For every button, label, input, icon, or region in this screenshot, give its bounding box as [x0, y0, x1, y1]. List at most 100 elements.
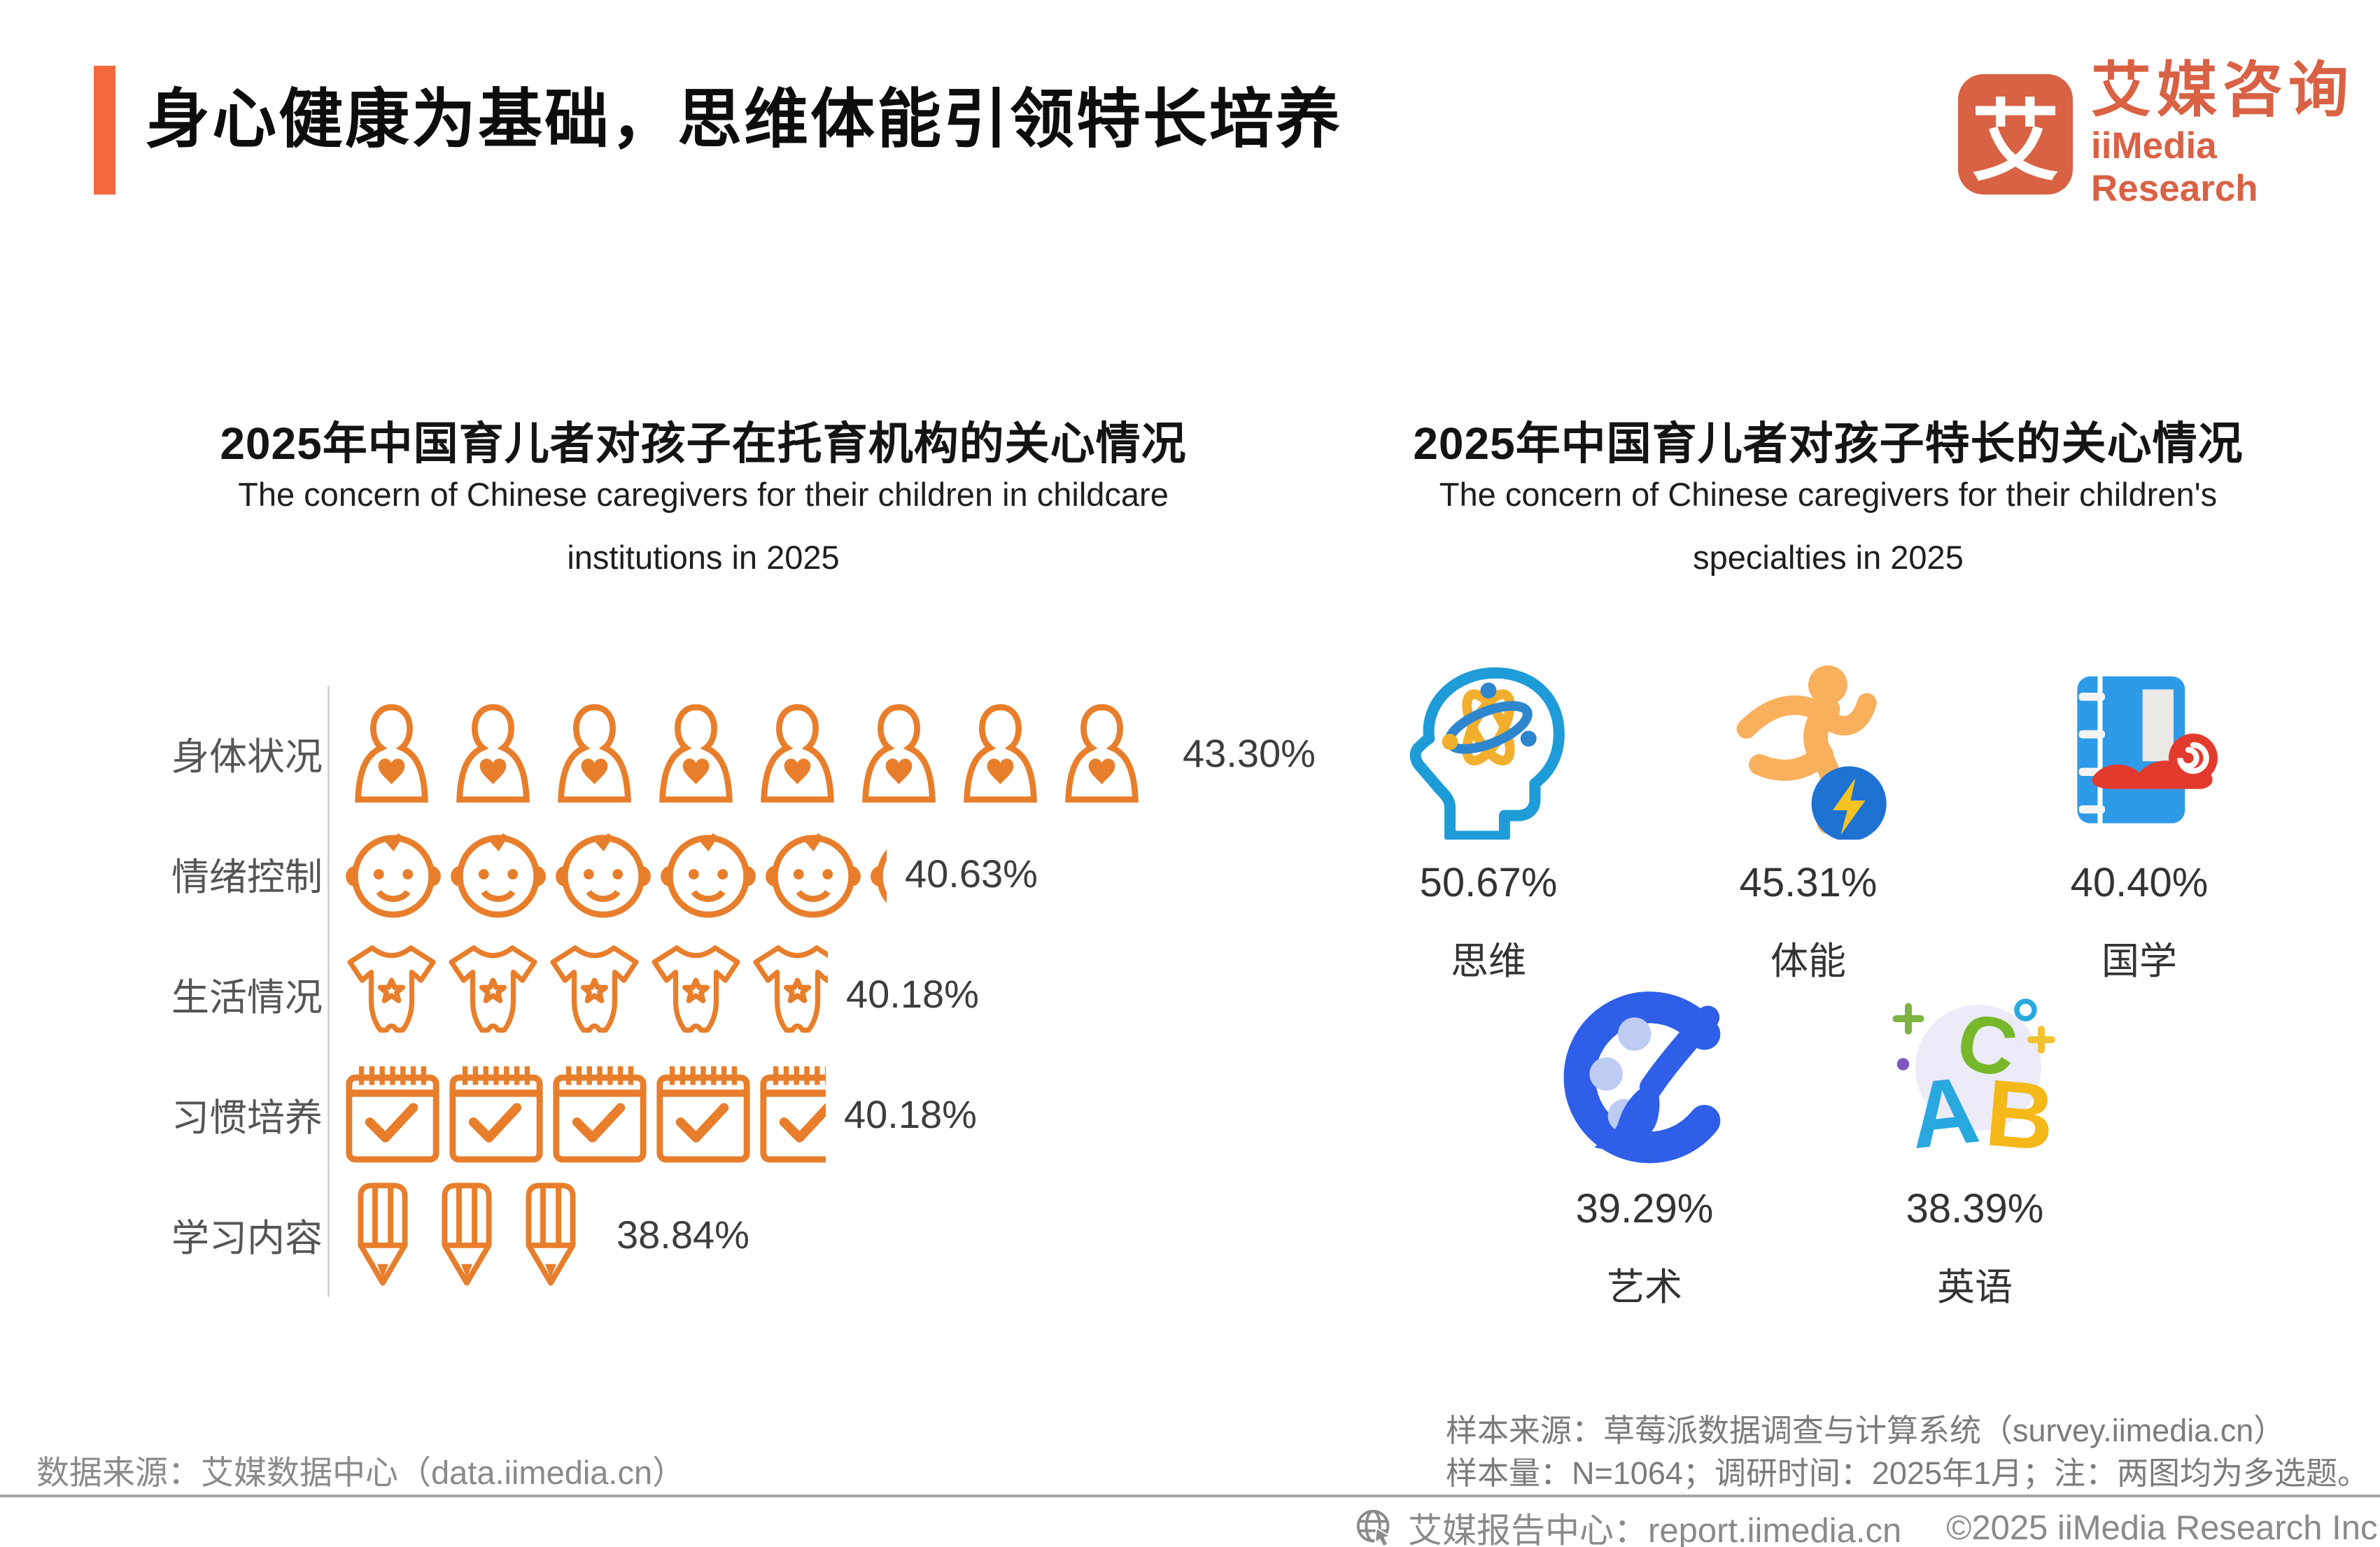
iimedia-logo: 艾 艾媒咨询 iiMedia Research: [1958, 59, 2380, 210]
value-label: 38.84%: [617, 1212, 749, 1257]
spec-label: 体能: [1770, 940, 1846, 982]
baby-onesie-icon: [341, 941, 442, 1046]
spec-value: 38.39%: [1906, 1186, 2044, 1231]
letter-b: B: [1982, 1059, 2059, 1166]
pictogram-icons: [341, 1179, 598, 1290]
baby-face-icon: [341, 821, 446, 925]
page-title: 身心健康为基础，思维体能引领特长培养: [146, 84, 1343, 155]
sample-source-note: 样本来源：草莓派数据调查与计算系统（survey.iimedia.cn） 样本量…: [1446, 1409, 2369, 1495]
person-heart-icon: [1153, 700, 1164, 806]
baby-onesie-icon: [645, 941, 747, 1046]
spec-item-fitness: 45.31% 体能: [1658, 656, 1959, 985]
title-accent-bar: [94, 66, 115, 195]
calendar-check-icon: [548, 1062, 652, 1166]
spec-item-mind: 50.67% 思维: [1338, 656, 1639, 985]
calendar-check-icon-partial: [755, 1062, 826, 1166]
report-center-link[interactable]: 艾媒报告中心：report.iimedia.cn: [1408, 1512, 1902, 1547]
spec-item-art: 39.29% 艺术: [1494, 982, 1795, 1311]
person-heart-icon: [341, 700, 442, 806]
english-abc-icon: C A B: [1887, 982, 2062, 1166]
right-chart-subtitle-line2: specialties in 2025: [1693, 539, 1964, 576]
pencil-icon: [341, 1179, 425, 1290]
footer: 艾媒报告中心：report.iimedia.cn ©2025 iiMedia R…: [1355, 1503, 2377, 1547]
footer-divider: [0, 1495, 2380, 1497]
sample-source-line1: 样本来源：草莓派数据调查与计算系统（survey.iimedia.cn）: [1446, 1413, 2286, 1448]
baby-face-icon: [656, 821, 761, 925]
pictogram-icons: [341, 700, 1164, 806]
pictogram-icons: [341, 1062, 826, 1166]
category-label: 生活情况: [171, 976, 323, 1019]
pictogram-row: 情绪控制 40.63%: [171, 817, 1038, 930]
left-chart-subtitle-line1: The concern of Chinese caregivers for th…: [238, 476, 1169, 513]
pictogram-row: 生活情况 40.18%: [171, 937, 979, 1050]
spec-item-classics: 40.40% 国学: [1989, 656, 2290, 985]
value-label: 40.18%: [844, 1092, 977, 1136]
value-label: 40.18%: [846, 971, 979, 1016]
globe-cursor-icon: [1356, 1509, 1392, 1547]
spec-label: 英语: [1937, 1266, 2013, 1308]
baby-face-icon-partial: [866, 821, 887, 925]
spec-label: 思维: [1451, 940, 1526, 982]
sample-source-line2: 样本量：N=1064；调研时间：2025年1月；注：两图均为多选题。: [1446, 1455, 2370, 1491]
calendar-check-icon: [444, 1062, 548, 1166]
person-heart-icon: [544, 700, 645, 806]
right-chart-subtitle-line1: The concern of Chinese caregivers for th…: [1439, 476, 2218, 513]
left-chart-subtitle-line2: institutions in 2025: [567, 539, 840, 576]
pencil-icon-partial: [593, 1179, 598, 1290]
mind-atom-icon: [1407, 656, 1570, 840]
pictogram-row: 习惯培养 40.18%: [171, 1057, 977, 1171]
baby-onesie-icon: [747, 941, 828, 1046]
spec-item-english: C A B 38.39% 英语: [1824, 982, 2125, 1311]
pictogram-icons: [341, 941, 828, 1046]
logo-name-en: iiMedia Research: [2091, 125, 2258, 210]
right-chart-subtitle: The concern of Chinese caregivers for th…: [1319, 463, 2337, 589]
spec-label: 国学: [2101, 940, 2177, 982]
spec-value: 50.67%: [1419, 860, 1558, 905]
person-heart-icon: [747, 700, 848, 806]
left-chart-title: 2025年中国育儿者对孩子在托育机构的关心情况: [220, 418, 1187, 469]
category-label: 身体状况: [171, 735, 323, 778]
copyright-text: ©2025 iiMedia Research Inc: [1946, 1509, 2378, 1547]
left-chart-subtitle: The concern of Chinese caregivers for th…: [112, 463, 1295, 589]
category-label: 习惯培养: [171, 1096, 323, 1139]
running-energy-icon: [1721, 656, 1896, 840]
pencil-icon: [509, 1179, 593, 1290]
baby-face-icon: [866, 821, 887, 925]
pencil-icon: [425, 1179, 509, 1290]
logo-name-cn: 艾媒咨询: [2091, 57, 2355, 124]
value-label: 43.30%: [1183, 730, 1316, 775]
right-chart-title: 2025年中国育儿者对孩子特长的关心情况: [1413, 418, 2244, 469]
classics-book-icon: [2055, 656, 2223, 840]
value-label: 40.63%: [905, 851, 1038, 896]
pictogram-row: 学习内容 38.84%: [171, 1178, 749, 1291]
letter-a: A: [1905, 1057, 1984, 1166]
baby-onesie-icon: [442, 941, 544, 1046]
baby-face-icon: [446, 821, 551, 925]
pictogram-icons: [341, 821, 887, 925]
spec-value: 40.40%: [2070, 860, 2209, 905]
art-palette-icon: [1561, 982, 1728, 1166]
left-chart-axis-line: [328, 686, 330, 1297]
category-label: 学习内容: [171, 1217, 323, 1259]
pencil-icon: [593, 1179, 598, 1290]
calendar-check-icon: [755, 1062, 826, 1166]
iimedia-logo-icon: 艾: [1958, 74, 2073, 195]
pictogram-row: 身体状况 43.30%: [171, 696, 1316, 810]
calendar-check-icon: [652, 1062, 755, 1166]
spec-value: 45.31%: [1739, 860, 1878, 905]
person-heart-icon: [1051, 700, 1153, 806]
baby-onesie-icon-partial: [747, 941, 828, 1046]
baby-face-icon: [551, 821, 656, 925]
person-heart-icon-partial: [1153, 700, 1164, 806]
data-source-note: 数据来源：艾媒数据中心（data.iimedia.cn）: [36, 1454, 686, 1491]
spec-value: 39.29%: [1575, 1186, 1714, 1231]
calendar-check-icon: [341, 1062, 444, 1166]
person-heart-icon: [442, 700, 544, 806]
person-heart-icon: [848, 700, 950, 806]
person-heart-icon: [950, 700, 1051, 806]
category-label: 情绪控制: [171, 856, 323, 898]
baby-onesie-icon: [544, 941, 645, 1046]
spec-label: 艺术: [1607, 1266, 1682, 1308]
baby-face-icon: [761, 821, 866, 925]
